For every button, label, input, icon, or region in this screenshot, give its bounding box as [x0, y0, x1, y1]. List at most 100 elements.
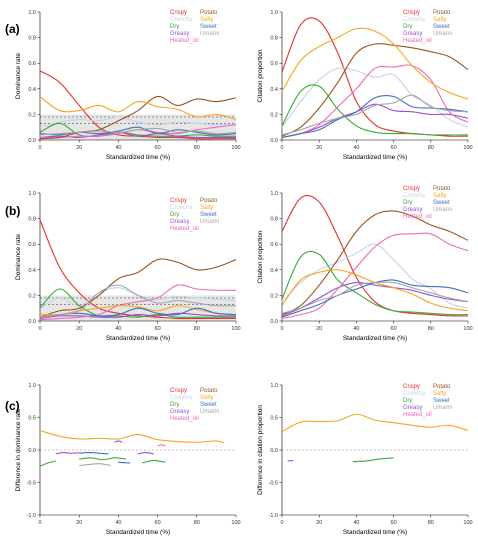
- y-tick-label: 0.8: [28, 217, 36, 223]
- y-tick-label: 1.0: [28, 383, 36, 389]
- legend-item: Sweet: [433, 398, 450, 404]
- legend-item: Potato: [200, 10, 218, 16]
- y-axis-label: Difference in citation proportion: [257, 405, 264, 495]
- legend-item: Crunchy: [170, 17, 192, 23]
- x-tick-label: 40: [353, 520, 359, 526]
- y-tick-label: 0.0: [28, 138, 36, 144]
- legend-item: Salty: [433, 193, 446, 199]
- legend-item: Salty: [433, 17, 446, 23]
- legend-item: Sweet: [433, 24, 450, 30]
- y-tick-label: 0.4: [28, 268, 36, 274]
- legend-item: Heated_oil: [403, 412, 432, 418]
- y-tick-label: 1.0: [28, 191, 36, 197]
- y-tick-label: 0.2: [270, 293, 278, 299]
- x-tick-label: 100: [231, 145, 240, 151]
- series-line-heated_oil: [281, 232, 469, 319]
- series-line-dry: [39, 122, 237, 138]
- x-tick-label: 20: [76, 520, 82, 526]
- y-tick-label: 0.8: [270, 36, 278, 42]
- x-tick-label: 0: [280, 326, 283, 332]
- series-line-umami: [281, 94, 469, 136]
- series-line-greasy: [281, 103, 469, 138]
- series-line-salty: [281, 27, 469, 100]
- legend-item: Umami: [433, 405, 452, 411]
- legend-item: Crispy: [403, 384, 420, 390]
- y-tick-label: 0.2: [28, 293, 36, 299]
- x-tick-label: 80: [194, 520, 200, 526]
- x-tick-label: 60: [391, 520, 397, 526]
- chart-c-right: 0 20 40 60 80 100 -1.0 -0.5 0.0 0.5 1.0 Standardize…: [257, 383, 473, 536]
- x-axis-label: Standardized time (%): [106, 335, 170, 342]
- legend-item: Potato: [200, 198, 218, 204]
- x-axis-label: Standardized time (%): [343, 529, 407, 536]
- chart-b-right: 0 20 40 60 80 100 0.0 0.2 0.4 0.6 0.8 1.0 Standardiz…: [257, 186, 473, 342]
- x-tick-label: 100: [231, 520, 240, 526]
- legend-item: Crunchy: [403, 17, 425, 23]
- y-tick-label: 0.2: [28, 112, 36, 118]
- y-tick-label: 0.5: [270, 416, 278, 422]
- chart-c-left: 0 20 40 60 80 100 -1.0 -0.5 0.0 0.5 1.0 Standardize…: [15, 383, 241, 536]
- series-line-heated_oil: [39, 284, 237, 321]
- y-tick-label: 0.0: [270, 138, 278, 144]
- legend-item: Sweet: [200, 24, 217, 30]
- x-tick-label: 40: [353, 145, 359, 151]
- x-tick-label: 20: [316, 520, 322, 526]
- legend-item: Crunchy: [403, 193, 425, 199]
- x-tick-label: 100: [463, 326, 472, 332]
- y-axis-label: Citation proportion: [257, 49, 264, 102]
- x-tick-label: 80: [194, 145, 200, 151]
- y-tick-label: 0.0: [28, 319, 36, 325]
- chart-a-right: 0 20 40 60 80 100 0.0 0.2 0.4 0.6 0.8 1.0 Standardiz…: [257, 10, 473, 161]
- legend-item: Heated_oil: [170, 416, 199, 422]
- y-axis-label: Dominance rate: [15, 234, 22, 280]
- legend-item: Dry: [170, 24, 179, 30]
- chart-b-left: 0 20 40 60 80 100 0.0 0.2 0.4 0.6 0.8 1.0 Standardiz…: [15, 191, 241, 342]
- series-line-greasy: [281, 282, 469, 317]
- series-line-greasy: [39, 312, 237, 319]
- legend-item: Crispy: [170, 388, 187, 394]
- legend-item: Crispy: [170, 10, 187, 16]
- legend-item: Heated_oil: [403, 38, 432, 44]
- x-tick-label: 80: [194, 326, 200, 332]
- y-tick-label: 0.4: [270, 268, 278, 274]
- legend-item: Greasy: [170, 219, 189, 225]
- y-axis-label: Dominance rate: [15, 53, 22, 99]
- legend-item: Crunchy: [403, 391, 425, 397]
- series-line-dry: [352, 457, 394, 463]
- x-tick-label: 20: [76, 326, 82, 332]
- series-line-potato: [39, 258, 237, 318]
- legend-item: Salty: [433, 391, 446, 397]
- series-line-potato: [39, 95, 237, 140]
- x-tick-label: 0: [38, 520, 41, 526]
- y-tick-label: 0.5: [28, 416, 36, 422]
- legend-item: Umami: [433, 207, 452, 213]
- x-tick-label: 80: [428, 520, 434, 526]
- x-tick-label: 20: [316, 326, 322, 332]
- series-line-salty: [39, 96, 237, 121]
- y-tick-label: 1.0: [270, 10, 278, 16]
- series-line-umami: [39, 284, 237, 318]
- legend-item: Salty: [200, 205, 213, 211]
- chart-a-left: 0 20 40 60 80 100 0.0 0.2 0.4 0.6 0.8 1.0 Standardiz…: [15, 10, 241, 161]
- x-axis-label: Standardized time (%): [343, 335, 407, 342]
- legend-item: Crunchy: [170, 395, 192, 401]
- y-axis-label: Difference in dominance rate: [15, 408, 22, 491]
- series-line-sweet: [79, 452, 109, 455]
- series-line-potato: [281, 43, 469, 137]
- y-tick-label: -1.0: [27, 513, 36, 519]
- legend-item: Crispy: [170, 198, 187, 204]
- panel-label: (b): [5, 204, 20, 218]
- legend-item: Salty: [200, 17, 213, 23]
- y-tick-label: 1.0: [270, 191, 278, 197]
- y-tick-label: 0.6: [270, 61, 278, 67]
- x-tick-label: 60: [391, 145, 397, 151]
- y-tick-label: 0.2: [270, 112, 278, 118]
- x-axis-label: Standardized time (%): [106, 529, 170, 536]
- x-tick-label: 0: [38, 326, 41, 332]
- x-tick-label: 0: [280, 145, 283, 151]
- series-line-dry: [141, 459, 166, 464]
- y-tick-label: 0.0: [270, 319, 278, 325]
- y-tick-label: 1.0: [28, 10, 36, 16]
- series-line-greasy: [137, 452, 154, 455]
- series-line-greasy: [55, 452, 80, 455]
